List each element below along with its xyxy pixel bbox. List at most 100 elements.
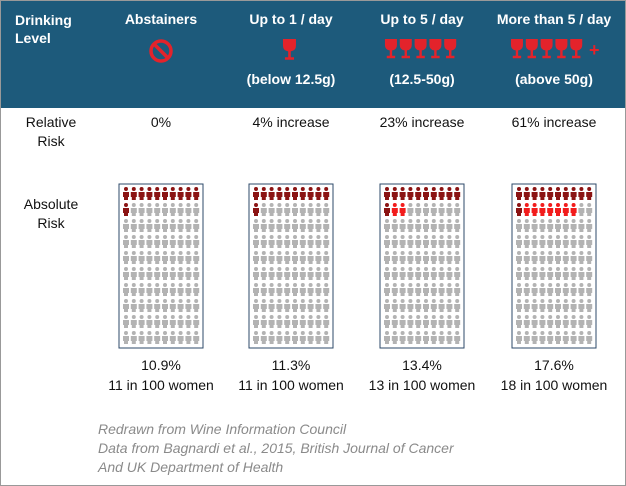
person-head	[194, 203, 199, 207]
person-head	[571, 267, 576, 271]
person-body	[516, 336, 522, 344]
person-body	[146, 320, 153, 328]
person-head	[178, 267, 183, 271]
person-body	[430, 256, 437, 264]
person-head	[254, 235, 258, 239]
person-body	[454, 288, 461, 296]
person-body	[430, 192, 437, 200]
person-head	[277, 331, 282, 335]
baseline-icons	[384, 187, 461, 216]
person-body	[323, 336, 330, 344]
person-head	[524, 267, 529, 271]
person-body	[562, 336, 569, 344]
person-head	[431, 283, 436, 287]
person-head	[285, 283, 290, 287]
person-body	[384, 272, 390, 280]
person-head	[178, 315, 183, 319]
person-body	[253, 192, 259, 200]
person-head	[254, 299, 258, 303]
person-body	[162, 208, 168, 216]
person-body	[523, 240, 530, 248]
person-body	[177, 208, 184, 216]
person-head	[285, 187, 290, 191]
person-body	[570, 208, 577, 216]
person-head	[308, 299, 313, 303]
person-head	[170, 187, 175, 191]
person-body	[586, 256, 593, 264]
header-band	[1, 1, 625, 108]
person-body	[523, 256, 530, 264]
person-head	[548, 267, 553, 271]
person-body	[562, 320, 569, 328]
person-head	[186, 203, 191, 207]
person-body	[415, 336, 422, 344]
person-head	[269, 203, 274, 207]
person-head	[416, 203, 421, 207]
person-body	[146, 336, 153, 344]
person-body	[185, 240, 192, 248]
person-head	[540, 315, 545, 319]
person-body	[516, 224, 522, 232]
person-head	[416, 299, 421, 303]
person-head	[293, 251, 297, 255]
person-head	[131, 219, 136, 223]
person-body	[407, 272, 414, 280]
person-body	[169, 304, 176, 312]
person-body	[299, 288, 306, 296]
person-body	[323, 192, 330, 200]
person-head	[408, 203, 413, 207]
person-body	[307, 336, 314, 344]
person-body	[169, 336, 176, 344]
person-head	[385, 315, 389, 319]
person-body	[446, 304, 453, 312]
person-body	[268, 208, 275, 216]
person-body	[391, 256, 398, 264]
person-head	[416, 251, 421, 255]
person-body	[307, 272, 314, 280]
person-head	[285, 203, 290, 207]
person-body	[407, 336, 414, 344]
person-body	[578, 336, 585, 344]
person-head	[556, 219, 560, 223]
person-head	[532, 283, 537, 287]
person-head	[324, 235, 329, 239]
person-head	[424, 219, 428, 223]
person-head	[316, 187, 321, 191]
person-body	[454, 320, 461, 328]
person-head	[293, 267, 297, 271]
person-head	[385, 267, 389, 271]
person-body	[586, 304, 593, 312]
person-body	[430, 208, 437, 216]
person-head	[416, 187, 421, 191]
person-body	[154, 208, 161, 216]
person-body	[253, 320, 259, 328]
person-body	[399, 304, 406, 312]
person-body	[531, 336, 538, 344]
person-body	[146, 208, 153, 216]
person-head	[556, 299, 560, 303]
person-body	[516, 304, 522, 312]
person-body	[260, 336, 267, 344]
person-head	[131, 267, 136, 271]
person-head	[261, 203, 266, 207]
person-body	[415, 288, 422, 296]
person-body	[430, 336, 437, 344]
person-body	[516, 192, 522, 200]
person-body	[586, 272, 593, 280]
person-body	[547, 272, 554, 280]
person-body	[323, 208, 330, 216]
person-head	[186, 187, 191, 191]
person-head	[424, 235, 428, 239]
person-body	[268, 288, 275, 296]
person-body	[399, 208, 406, 216]
person-head	[447, 203, 452, 207]
person-body	[276, 304, 283, 312]
person-head	[400, 235, 405, 239]
total-icons	[123, 203, 200, 344]
person-head	[155, 283, 160, 287]
person-body	[523, 192, 530, 200]
person-head	[524, 203, 529, 207]
person-body	[531, 192, 538, 200]
person-head	[400, 331, 405, 335]
person-head	[587, 251, 592, 255]
